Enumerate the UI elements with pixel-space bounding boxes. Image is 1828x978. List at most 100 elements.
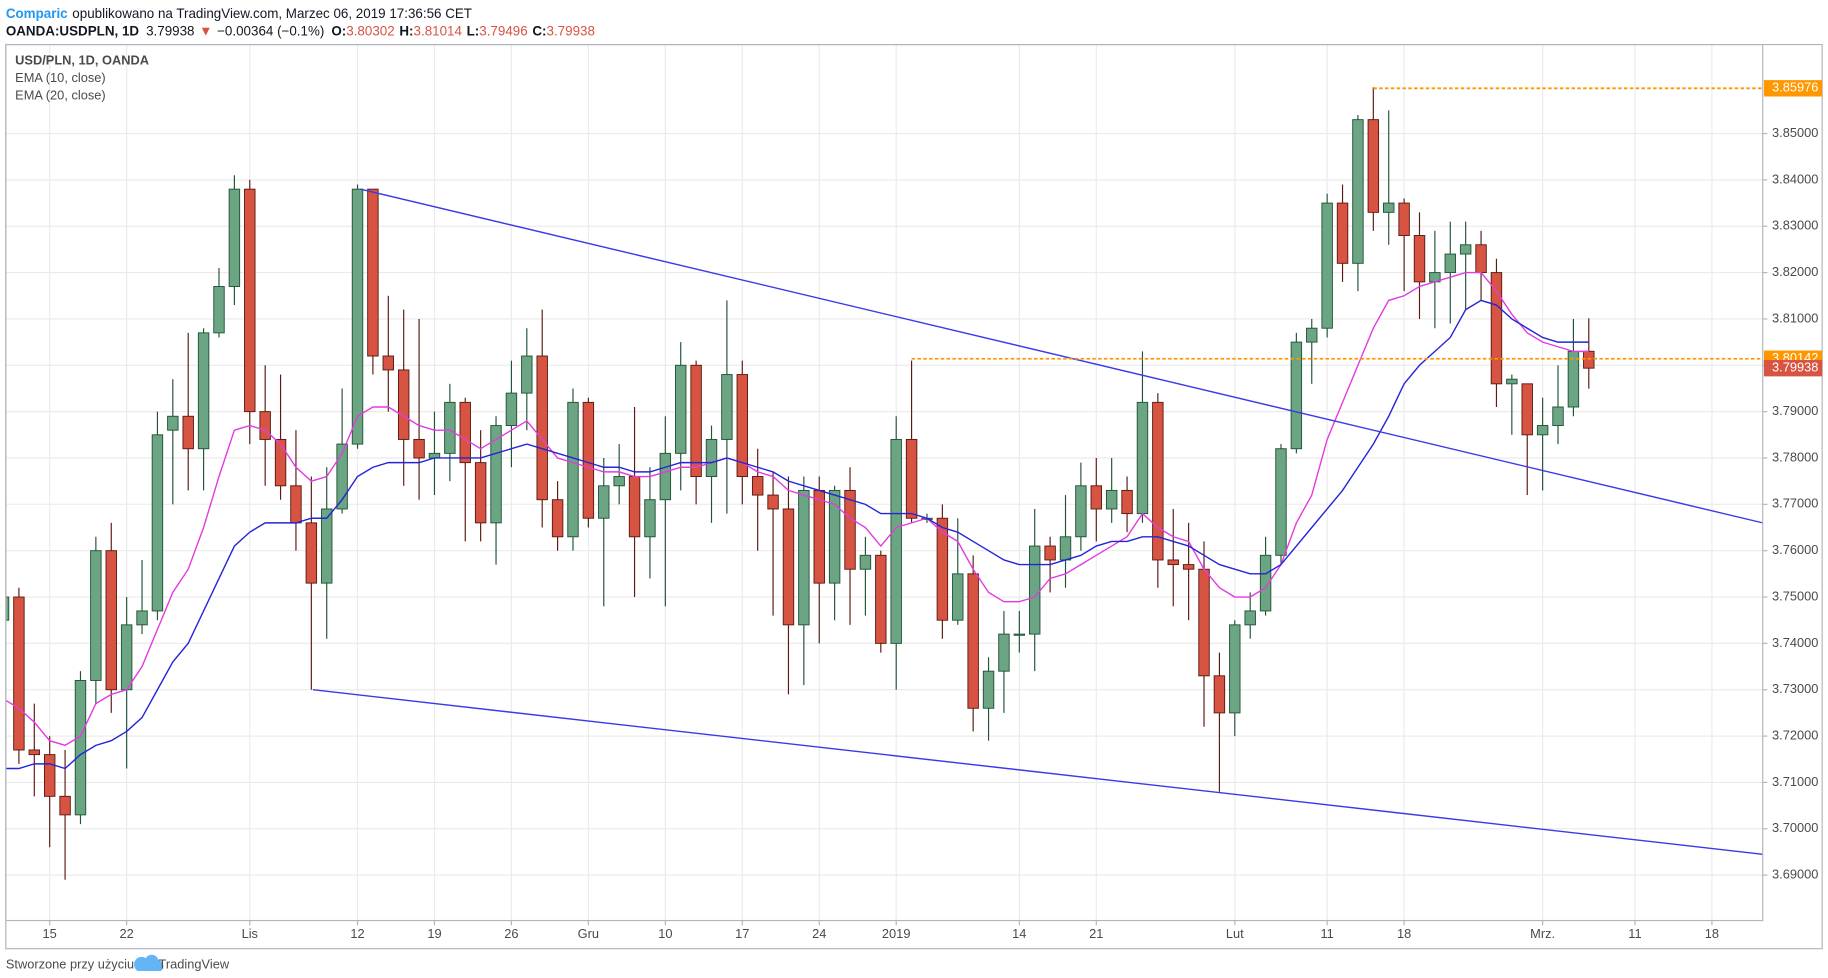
candle-body xyxy=(813,489,825,584)
candle-body xyxy=(1367,119,1380,213)
candle-body xyxy=(1167,559,1179,566)
candle-body xyxy=(120,624,133,691)
candle-body xyxy=(305,522,318,584)
candle-body xyxy=(136,610,148,626)
candle-body xyxy=(1398,202,1410,236)
candle-body xyxy=(74,679,87,816)
change: −0.00364 (−0.1%) xyxy=(217,23,324,38)
candle-body xyxy=(1013,633,1026,636)
candle-body xyxy=(474,462,487,524)
candle-body xyxy=(1044,545,1056,561)
candle-body xyxy=(5,596,10,621)
candle-body xyxy=(13,596,25,751)
candle-body xyxy=(397,369,410,440)
tradingview-logo[interactable] xyxy=(134,954,164,971)
candle-body xyxy=(1459,244,1472,255)
y-tick-label: 3.79000 xyxy=(1772,403,1818,418)
ema-line xyxy=(5,271,1589,747)
trend-line xyxy=(312,689,1763,855)
candle-body xyxy=(551,499,564,538)
candle-body xyxy=(1444,253,1456,274)
x-tick-label: 15 xyxy=(43,926,57,941)
price-level-tag xyxy=(1763,80,1823,97)
candle-body xyxy=(1275,448,1287,556)
x-tick-label: 2019 xyxy=(882,926,911,941)
candle-body xyxy=(952,573,964,621)
candle-body xyxy=(1198,568,1210,677)
candle-body xyxy=(967,573,979,709)
candle-body xyxy=(1321,202,1333,329)
legend-title: USD/PLN, 1D, OANDA xyxy=(15,52,149,67)
x-tick-label: Mrz. xyxy=(1530,926,1555,941)
candle-body xyxy=(782,508,795,626)
y-tick-label: 3.74000 xyxy=(1772,635,1818,650)
symbol: OANDA:USDPLN, 1D xyxy=(6,23,140,38)
candle-body xyxy=(1567,350,1580,408)
trend-line xyxy=(360,188,1763,524)
chart-frame xyxy=(5,43,1823,950)
candle-body xyxy=(644,499,656,538)
legend-entry: EMA (20, close) xyxy=(15,88,105,103)
candle-body xyxy=(1213,675,1226,714)
candle-body xyxy=(751,476,764,496)
candle-body xyxy=(1090,485,1102,510)
candle-body xyxy=(1536,425,1549,436)
candle-body xyxy=(1105,489,1118,510)
candle-body xyxy=(1059,536,1072,561)
candle-body xyxy=(859,554,872,570)
y-tick-label: 3.73000 xyxy=(1772,681,1818,696)
y-tick-label: 3.69000 xyxy=(1772,866,1818,881)
published: opublikowano na TradingView.com, Marzec … xyxy=(72,6,472,21)
y-tick-label: 3.71000 xyxy=(1772,774,1818,789)
candle-body xyxy=(798,489,810,626)
x-tick-label: Lis xyxy=(242,926,258,941)
x-tick-label: 21 xyxy=(1089,926,1103,941)
candle-body xyxy=(1152,401,1164,561)
price-level-label: 3.85976 xyxy=(1772,80,1818,95)
x-tick-label: Gru xyxy=(578,926,599,941)
plot xyxy=(5,87,1763,880)
candle-body xyxy=(844,489,856,570)
candle-body xyxy=(43,754,56,797)
y-tick-label: 3.85000 xyxy=(1772,125,1818,140)
candle-body xyxy=(367,188,379,357)
x-tick-label: 12 xyxy=(350,926,364,941)
ema-line xyxy=(5,299,1589,770)
ohlc-value: 3.79496 xyxy=(479,23,527,38)
candle-body xyxy=(1121,489,1133,515)
y-tick-label: 3.83000 xyxy=(1772,218,1818,233)
y-tick-label: 3.84000 xyxy=(1772,171,1818,186)
candle-body xyxy=(105,550,117,691)
ohlc-label: O: xyxy=(331,23,346,38)
last-price-tag xyxy=(1763,359,1823,377)
candle-body xyxy=(1583,350,1595,369)
x-tick-label: 26 xyxy=(504,926,518,941)
x-tick-label: 10 xyxy=(658,926,672,941)
candle-body xyxy=(613,476,625,487)
candle-body xyxy=(213,286,225,334)
y-tick-label: 3.77000 xyxy=(1772,496,1818,511)
candle-body xyxy=(382,355,395,371)
last-price-label: 3.79938 xyxy=(1772,360,1818,375)
header-line: Comparic opublikowano na TradingView.com,… xyxy=(6,6,472,21)
candle-body xyxy=(828,489,841,584)
y-tick-label: 3.72000 xyxy=(1772,727,1818,742)
candle-body xyxy=(1413,235,1426,283)
candle-body xyxy=(413,438,425,459)
axes: 3.69000 3.70000 3.71000 3.72000 3.73000 3.740… xyxy=(43,80,1823,941)
candle-body xyxy=(998,633,1010,672)
candle-body xyxy=(1521,383,1533,436)
candle-body xyxy=(351,188,364,445)
candle-body xyxy=(182,415,194,450)
candle-body xyxy=(228,188,241,287)
candle-body xyxy=(259,411,271,440)
candle-body xyxy=(936,517,949,621)
candle-body xyxy=(1136,401,1149,515)
candle-body xyxy=(1075,485,1087,538)
y-tick-label: 3.81000 xyxy=(1772,310,1818,325)
candle-body xyxy=(736,374,749,477)
candle-body xyxy=(1029,545,1041,635)
footer-brand[interactable]: TradingView xyxy=(159,956,230,971)
candle-body xyxy=(1552,406,1564,427)
x-tick-label: 18 xyxy=(1397,926,1411,941)
